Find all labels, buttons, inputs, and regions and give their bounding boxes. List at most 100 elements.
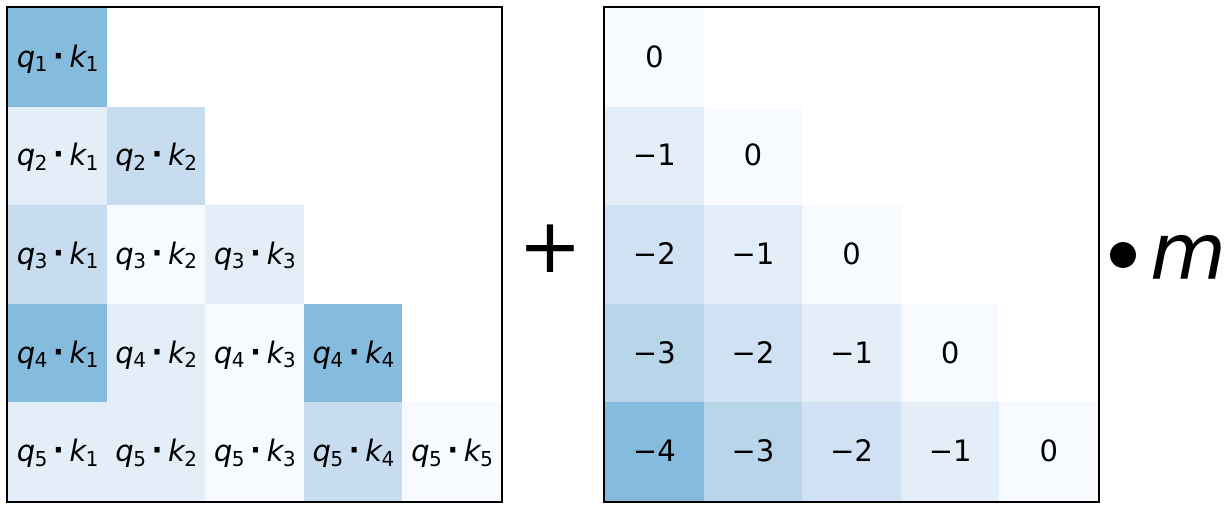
dot-operator: · xyxy=(348,334,360,369)
k-symbol: k xyxy=(69,335,86,370)
k-symbol: k xyxy=(69,39,86,74)
q-subscript: 3 xyxy=(34,249,48,274)
query-key-score-matrix: q 1 · k 1 q 2 · k 1 q 2 · k 2 q 3 · k 1 q 3 · k 2 q 3 · k 3 q 4 · k 1 q 4 · k 2… xyxy=(6,6,503,503)
qk-cell: q 1 · k 1 xyxy=(8,8,107,107)
qk-cell: q 5 · k 3 xyxy=(205,402,304,501)
dot-operator: · xyxy=(151,235,162,270)
qk-cell: q 3 · k 2 xyxy=(106,205,206,304)
qk-cell: q 3 · k 1 xyxy=(8,205,107,304)
dot-operator: · xyxy=(151,334,162,369)
k-subscript: 2 xyxy=(184,150,197,175)
q-symbol: q xyxy=(16,138,35,173)
k-symbol: k xyxy=(266,335,284,370)
bias-cell: −2 xyxy=(802,402,901,501)
bias-cell: −2 xyxy=(703,303,803,403)
q-symbol: q xyxy=(115,335,134,370)
q-symbol: q xyxy=(213,236,232,271)
q-subscript: 3 xyxy=(133,249,146,274)
q-symbol: q xyxy=(16,236,35,271)
dot-operator: · xyxy=(52,38,64,73)
k-symbol: k xyxy=(69,138,86,173)
q-subscript: 5 xyxy=(330,446,343,471)
k-subscript: 1 xyxy=(85,446,99,471)
q-symbol: q xyxy=(312,434,331,469)
dot-operator: · xyxy=(250,334,261,369)
q-symbol: q xyxy=(16,39,35,74)
k-subscript: 3 xyxy=(282,348,296,373)
bias-cell: −3 xyxy=(703,402,803,501)
q-subscript: 5 xyxy=(231,446,245,471)
k-symbol: k xyxy=(266,236,284,271)
k-symbol: k xyxy=(69,434,86,469)
qk-cell: q 5 · k 4 xyxy=(303,402,403,501)
q-symbol: q xyxy=(411,434,429,469)
k-subscript: 5 xyxy=(480,446,493,471)
k-subscript: 4 xyxy=(381,446,394,471)
k-symbol: k xyxy=(167,335,185,370)
bias-cell: −1 xyxy=(900,402,1000,501)
q-subscript: 3 xyxy=(231,249,245,274)
qk-cell: q 3 · k 3 xyxy=(205,205,304,304)
bias-cell: −1 xyxy=(802,303,901,403)
dot-operator: · xyxy=(52,334,64,369)
dot-operator: · xyxy=(250,433,261,468)
k-symbol: k xyxy=(167,236,185,271)
k-symbol: k xyxy=(69,236,86,271)
q-symbol: q xyxy=(115,236,134,271)
q-subscript: 4 xyxy=(34,348,48,373)
q-subscript: 1 xyxy=(34,52,48,77)
k-subscript: 3 xyxy=(282,249,296,274)
k-subscript: 2 xyxy=(184,348,197,373)
dot-operator: · xyxy=(348,433,360,468)
qk-cell: q 2 · k 1 xyxy=(8,106,107,206)
slope-symbol: m xyxy=(1150,208,1226,298)
q-subscript: 4 xyxy=(330,348,343,373)
k-subscript: 2 xyxy=(184,249,197,274)
bias-cell: −1 xyxy=(605,106,704,206)
q-subscript: 5 xyxy=(133,446,146,471)
bias-cell: 0 xyxy=(802,205,901,304)
bias-cell: −1 xyxy=(703,205,803,304)
dot-operator: · xyxy=(151,137,162,172)
bias-cell: −3 xyxy=(605,303,704,403)
qk-cell: q 4 · k 2 xyxy=(106,303,206,403)
q-subscript: 5 xyxy=(34,446,48,471)
bullet-dot-icon xyxy=(1110,242,1136,268)
dot-operator: · xyxy=(250,235,261,270)
k-subscript: 1 xyxy=(85,52,99,77)
bias-cell: 0 xyxy=(999,402,1098,501)
k-subscript: 1 xyxy=(85,150,99,175)
dot-operator: · xyxy=(52,137,64,172)
k-subscript: 4 xyxy=(381,348,394,373)
q-symbol: q xyxy=(213,434,232,469)
k-symbol: k xyxy=(365,335,382,370)
k-subscript: 2 xyxy=(184,446,197,471)
k-subscript: 1 xyxy=(85,249,99,274)
k-subscript: 3 xyxy=(282,446,296,471)
q-symbol: q xyxy=(115,138,134,173)
k-symbol: k xyxy=(365,434,382,469)
bias-cell: −2 xyxy=(605,205,704,304)
qk-cell: q 4 · k 1 xyxy=(8,303,107,403)
dot-operator: · xyxy=(52,235,64,270)
distance-bias-matrix: 0 −1 0 −2 −1 0 −3 −2 −1 0 −4 −3 −2 −1 0 xyxy=(603,6,1100,503)
plus-operator: + xyxy=(518,201,582,290)
q-symbol: q xyxy=(213,335,232,370)
dot-operator: · xyxy=(151,433,162,468)
q-subscript: 5 xyxy=(429,446,442,471)
bias-cell: 0 xyxy=(900,303,1000,403)
bias-cell: 0 xyxy=(703,106,803,206)
k-symbol: k xyxy=(167,138,185,173)
q-symbol: q xyxy=(16,434,35,469)
qk-cell: q 5 · k 2 xyxy=(106,402,206,501)
q-symbol: q xyxy=(16,335,35,370)
dot-operator: · xyxy=(447,433,458,468)
dot-operator: · xyxy=(52,433,64,468)
k-symbol: k xyxy=(167,434,185,469)
qk-cell: q 2 · k 2 xyxy=(106,106,206,206)
qk-cell: q 4 · k 3 xyxy=(205,303,304,403)
q-symbol: q xyxy=(115,434,134,469)
k-symbol: k xyxy=(266,434,284,469)
qk-cell: q 5 · k 5 xyxy=(402,402,501,501)
slope-multiplier: m xyxy=(1110,208,1226,298)
